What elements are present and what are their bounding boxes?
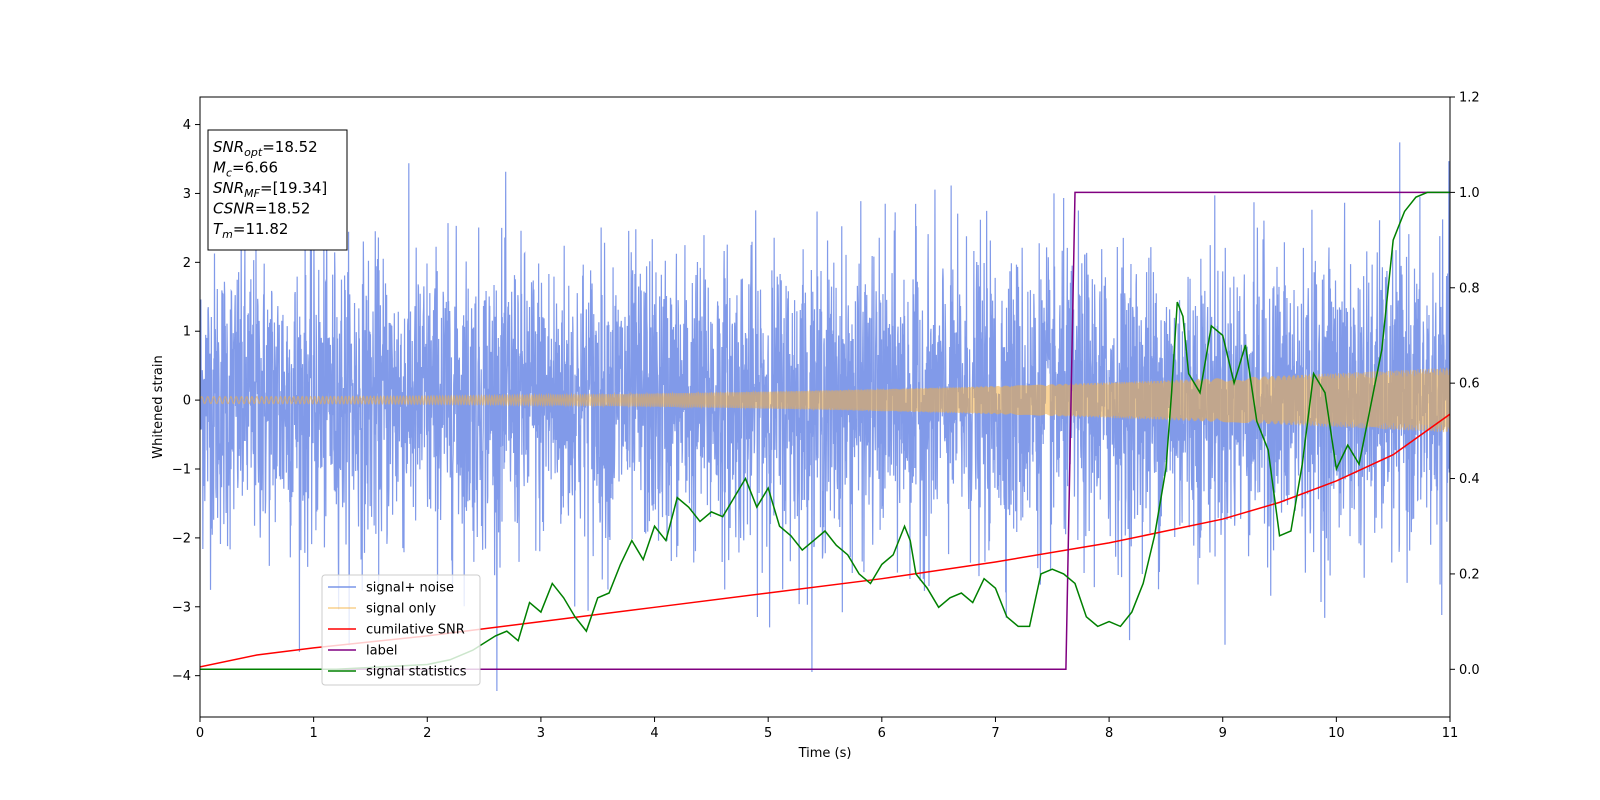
legend-label: label (366, 644, 397, 659)
y-right-tick-label: 1.2 (1459, 91, 1480, 106)
y-right-tick-label: 0.6 (1459, 377, 1480, 392)
y-axis-label: Whitened strain (151, 355, 166, 458)
annotation-frame (207, 129, 348, 251)
y-axis-right: 0.0 0.2 0.4 0.6 0.8 1.0 1.2 (1450, 91, 1480, 678)
x-axis: 0 1 2 3 4 5 6 7 8 9 10 11 (196, 717, 1458, 741)
x-tick-label: 4 (650, 726, 658, 741)
y-left-tick-label: 4 (183, 118, 191, 133)
annotation-line: Tm=11.82 (213, 220, 288, 241)
x-tick-label: 1 (309, 726, 317, 741)
annotation-box: SNRopt=18.52Mc=6.66SNRMF=[19.34]CSNR=18.… (207, 129, 348, 251)
y-axis-left: −4 −3 −2 −1 0 1 2 3 4 (172, 118, 200, 684)
x-tick-label: 0 (196, 726, 204, 741)
annotation-value: =6.66 (232, 159, 278, 177)
x-tick-label: 2 (423, 726, 431, 741)
annotation-value: =18.52 (255, 200, 311, 218)
y-left-tick-label: 0 (183, 394, 191, 409)
series-line-label (200, 191, 1450, 671)
x-tick-label: 7 (991, 726, 999, 741)
y-right-tick-label: 0.8 (1459, 281, 1480, 296)
legend-label: signal+ noise (366, 581, 454, 596)
annotation-symbol: CSNR (213, 200, 255, 218)
y-right-tick-label: 0.2 (1459, 567, 1480, 582)
series-line-signal-statistics (200, 191, 1450, 671)
x-tick-label: 10 (1328, 726, 1345, 741)
annotation-subscript: m (222, 228, 233, 241)
legend-label: signal only (366, 602, 436, 617)
y-left-tick-label: −3 (172, 600, 191, 615)
series-line-signal-only (200, 367, 1450, 433)
annotation-symbol: SNR (213, 138, 244, 156)
y-right-tick-label: 0.4 (1459, 472, 1480, 487)
x-tick-label: 6 (878, 726, 886, 741)
plot-frame (199, 96, 1451, 718)
y-left-tick-label: 1 (183, 325, 191, 340)
y-left-tick-label: −4 (172, 669, 191, 684)
y-right-tick-label: 0.0 (1459, 663, 1480, 678)
annotation-symbol: M (213, 159, 226, 177)
annotation-line: Mc=6.66 (213, 159, 278, 180)
annotation-line: CSNR=18.52 (213, 200, 310, 218)
y-left-tick-label: 3 (183, 187, 191, 202)
annotation-symbol: SNR (213, 179, 244, 197)
annotation-value: =18.52 (262, 138, 318, 156)
annotation-line: SNRMF=[19.34] (213, 179, 327, 200)
annotation-subscript: MF (244, 187, 260, 200)
legend: signal+ noise signal only cumilative SNR la… (321, 574, 481, 686)
legend-label: signal statistics (366, 665, 467, 680)
annotation-symbol: T (213, 220, 224, 238)
legend-label: cumilative SNR (366, 623, 465, 638)
annotation-subscript: opt (244, 146, 263, 159)
x-tick-label: 9 (1219, 726, 1227, 741)
y-right-tick-label: 1.0 (1459, 186, 1480, 201)
annotation-subscript: c (226, 167, 232, 180)
y-left-tick-label: 2 (183, 256, 191, 271)
annotation-line: SNRopt=18.52 (213, 138, 318, 159)
x-axis-label: Time (s) (798, 746, 852, 761)
x-tick-label: 11 (1442, 726, 1459, 741)
y-left-tick-label: −2 (172, 531, 191, 546)
annotation-value: =[19.34] (260, 179, 327, 197)
x-tick-label: 8 (1105, 726, 1113, 741)
legend-frame (321, 574, 481, 686)
x-tick-label: 5 (764, 726, 772, 741)
annotation-value: =11.82 (233, 220, 289, 238)
y-left-tick-label: −1 (172, 463, 191, 478)
x-tick-label: 3 (537, 726, 545, 741)
